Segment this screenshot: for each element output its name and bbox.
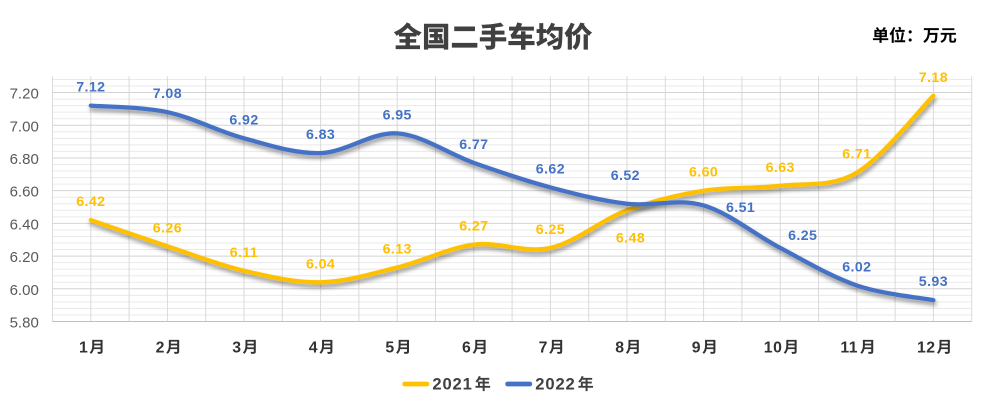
svg-text:11: 11 [840,340,858,357]
svg-text:5.80: 5.80 [10,315,39,332]
svg-text:2: 2 [156,340,165,357]
svg-text:6.00: 6.00 [10,282,39,299]
svg-text:10: 10 [764,340,783,357]
svg-text:8: 8 [615,340,624,357]
svg-text:6.95: 6.95 [383,107,412,123]
svg-text:7.12: 7.12 [76,80,105,96]
svg-text:9: 9 [692,340,701,357]
svg-text:6.04: 6.04 [306,256,335,272]
svg-text:6.27: 6.27 [459,219,488,235]
svg-text:6.83: 6.83 [306,127,335,143]
svg-text:2022: 2022 [535,375,575,394]
svg-text:2021: 2021 [432,375,472,394]
svg-text:6.26: 6.26 [153,220,182,236]
svg-text:6.40: 6.40 [10,216,39,233]
svg-text:6.62: 6.62 [536,161,565,177]
svg-text:6.48: 6.48 [616,231,645,247]
svg-text:6: 6 [462,340,471,357]
svg-text:3: 3 [232,340,241,357]
svg-text:6.02: 6.02 [842,260,871,276]
svg-text:7: 7 [539,340,548,357]
svg-text:1: 1 [79,340,88,357]
svg-text:6.60: 6.60 [10,184,39,201]
svg-text:6.92: 6.92 [229,112,258,128]
svg-text:6.77: 6.77 [459,137,488,153]
svg-text:6.13: 6.13 [383,242,412,258]
svg-text:6.60: 6.60 [689,165,718,181]
svg-text:12: 12 [917,340,936,357]
svg-text:7.08: 7.08 [153,86,182,102]
svg-text:4: 4 [309,340,318,357]
svg-text:6.11: 6.11 [230,245,258,261]
svg-text:5.93: 5.93 [919,274,948,290]
svg-text:7.00: 7.00 [10,118,39,135]
svg-text:7.20: 7.20 [10,86,39,103]
svg-text:6.52: 6.52 [611,168,640,184]
svg-text:6.51: 6.51 [726,200,755,216]
svg-text:5: 5 [385,340,394,357]
svg-text:6.63: 6.63 [766,160,795,176]
svg-text:6.25: 6.25 [536,222,565,238]
svg-text:6.25: 6.25 [788,228,817,244]
svg-text:6.20: 6.20 [10,249,39,266]
svg-text:6.42: 6.42 [76,194,105,210]
svg-text:6.80: 6.80 [10,151,39,168]
svg-text:6.71: 6.71 [842,147,871,163]
svg-text:7.18: 7.18 [919,70,948,86]
